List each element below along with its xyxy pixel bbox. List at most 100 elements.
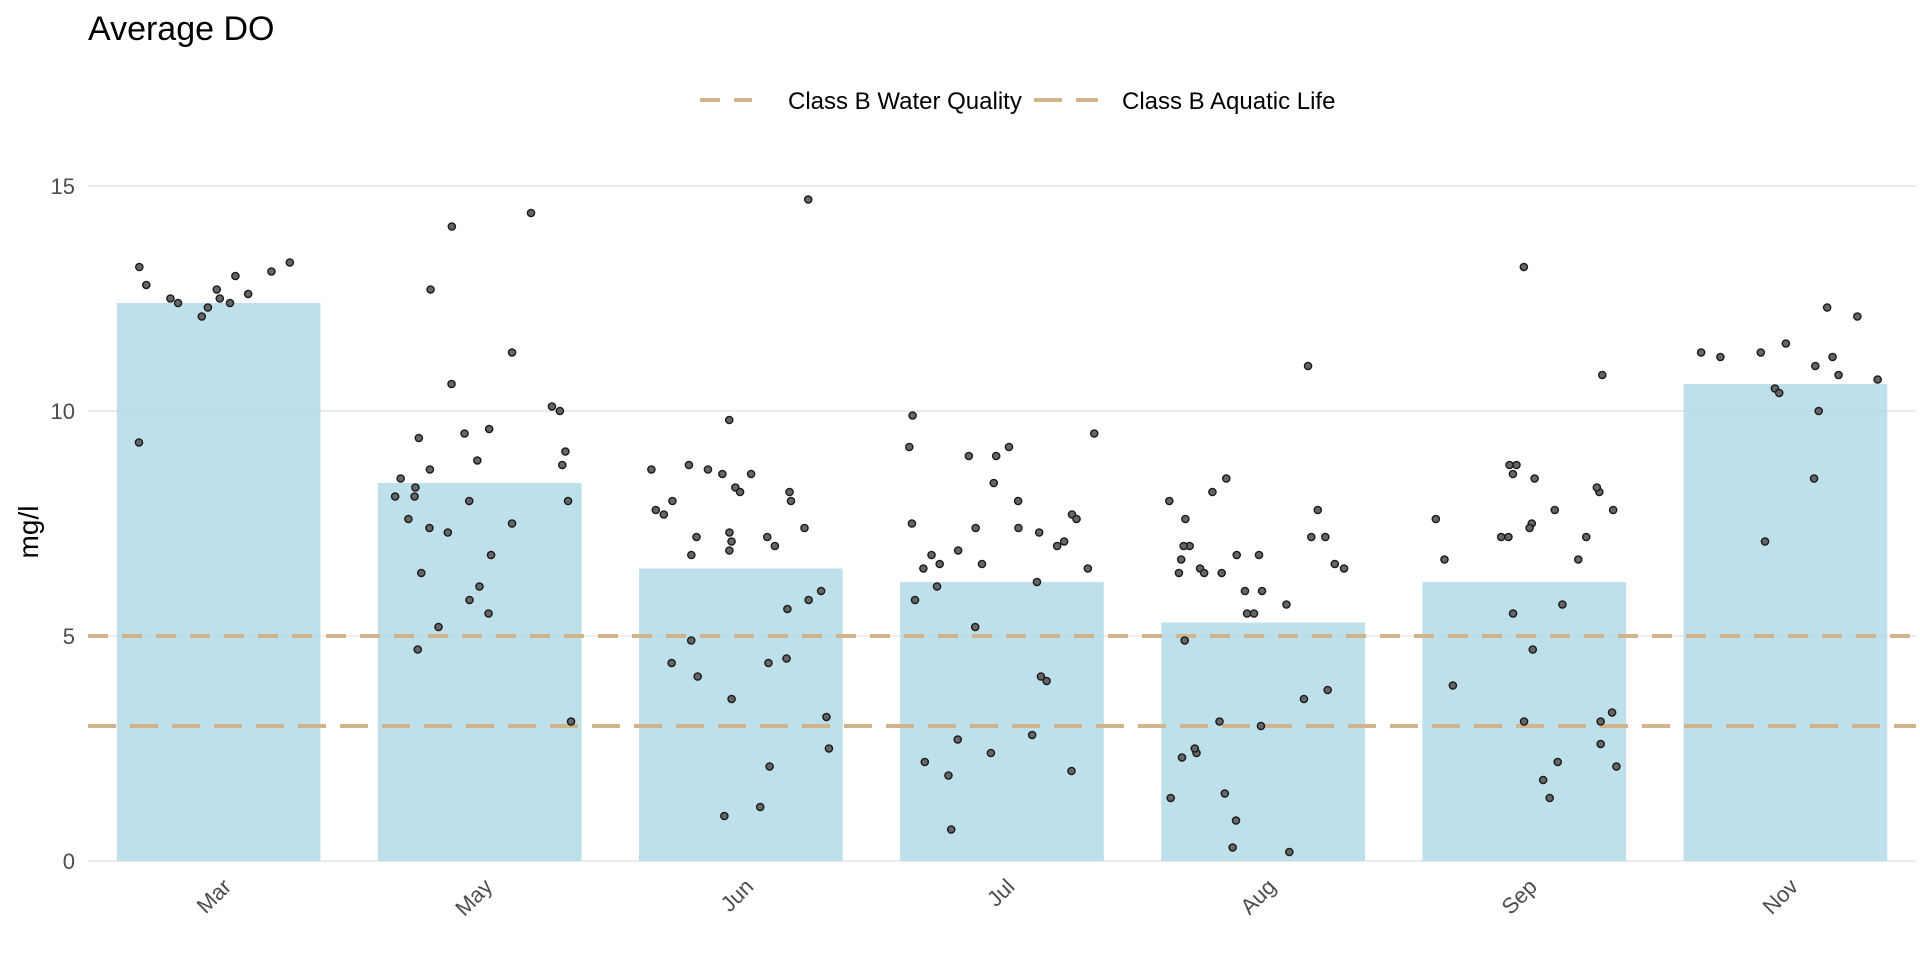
x-tick-label-jul: Jul: [982, 874, 1020, 912]
data-point: [693, 672, 702, 681]
data-point: [212, 285, 222, 294]
y-tick-label: 10: [51, 399, 75, 424]
data-point: [547, 402, 557, 411]
bar-nov: [1683, 384, 1888, 861]
data-point: [1166, 793, 1176, 803]
data-point: [1303, 361, 1313, 371]
data-point: [225, 298, 235, 308]
x-axis-ticks: Mar May Jun Jul Aug Sep Nov: [192, 874, 1803, 921]
data-point: [907, 519, 917, 528]
data-point: [1282, 600, 1291, 609]
legend-label-aquatic-life: Class B Aquatic Life: [1122, 88, 1335, 115]
data-point: [908, 411, 917, 420]
data-point: [1519, 717, 1529, 726]
data-point: [447, 379, 456, 389]
data-point: [782, 654, 791, 663]
data-point: [786, 496, 796, 506]
data-point: [692, 532, 701, 542]
data-point: [285, 258, 295, 267]
data-point: [484, 424, 494, 434]
data-point: [727, 537, 736, 546]
data-point: [1190, 744, 1200, 753]
data-point: [1607, 708, 1617, 717]
data-point: [390, 492, 400, 501]
data-point: [1774, 388, 1784, 398]
data-point: [1027, 730, 1037, 740]
data-point: [725, 528, 734, 537]
data-point: [1519, 262, 1529, 272]
data-point: [804, 595, 813, 605]
data-point: [816, 586, 826, 596]
data-point: [1032, 577, 1042, 587]
data-point: [555, 406, 565, 416]
data-point: [1528, 645, 1538, 654]
data-point: [1232, 550, 1242, 560]
data-point: [927, 550, 936, 560]
data-point: [557, 460, 567, 470]
data-point: [1760, 537, 1770, 546]
data-point: [1596, 739, 1605, 749]
data-point: [803, 195, 813, 204]
bar-may: [377, 483, 582, 861]
data-point: [755, 802, 765, 812]
y-tick-label: 5: [63, 624, 75, 649]
data-point: [410, 492, 419, 501]
data-point: [1716, 352, 1725, 362]
data-point: [1592, 483, 1602, 492]
data-point: [1313, 505, 1323, 515]
data-point: [267, 267, 276, 276]
data-point: [800, 523, 809, 533]
legend-label-water-quality: Class B Water Quality: [788, 88, 1022, 115]
data-point: [822, 712, 831, 722]
data-point: [243, 289, 253, 299]
data-point: [953, 546, 963, 555]
y-axis-title: mg/l: [13, 506, 44, 559]
data-point: [425, 465, 435, 474]
data-point: [1440, 555, 1449, 564]
data-point: [725, 546, 734, 555]
data-point: [1285, 847, 1294, 857]
data-point: [964, 451, 974, 461]
data-point: [1612, 762, 1621, 771]
data-point: [197, 312, 207, 321]
data-point: [1256, 721, 1266, 731]
data-point: [1208, 487, 1217, 497]
data-point: [944, 771, 953, 780]
data-point: [986, 748, 996, 758]
data-point: [667, 658, 676, 668]
bar-mar: [116, 303, 321, 861]
data-point: [1180, 636, 1190, 645]
data-point: [141, 280, 151, 290]
data-point: [1036, 672, 1046, 681]
data-point: [1231, 816, 1241, 825]
data-point: [425, 523, 434, 533]
bar-jun: [639, 568, 843, 861]
data-point: [1240, 586, 1250, 596]
data-point: [231, 271, 240, 281]
data-point: [935, 559, 945, 569]
data-point: [727, 694, 736, 704]
data-point: [686, 636, 696, 645]
data-point: [1254, 550, 1264, 560]
data-point: [647, 465, 656, 474]
data-point: [1512, 460, 1521, 470]
data-point: [1215, 717, 1224, 726]
bars: [116, 303, 1888, 861]
x-tick-label-jun: Jun: [716, 874, 759, 917]
data-point: [1014, 523, 1023, 533]
x-tick-label-nov: Nov: [1758, 874, 1803, 919]
data-point: [1165, 496, 1174, 506]
data-point: [919, 564, 928, 573]
data-point: [526, 208, 536, 218]
data-point: [1089, 429, 1099, 438]
data-point: [1072, 514, 1081, 524]
data-point: [1574, 555, 1583, 564]
data-point: [416, 568, 426, 578]
data-point: [1834, 370, 1843, 380]
data-point: [1004, 442, 1014, 452]
data-point: [1221, 474, 1231, 483]
data-point: [684, 460, 694, 470]
chart-title: Average DO: [88, 10, 274, 48]
